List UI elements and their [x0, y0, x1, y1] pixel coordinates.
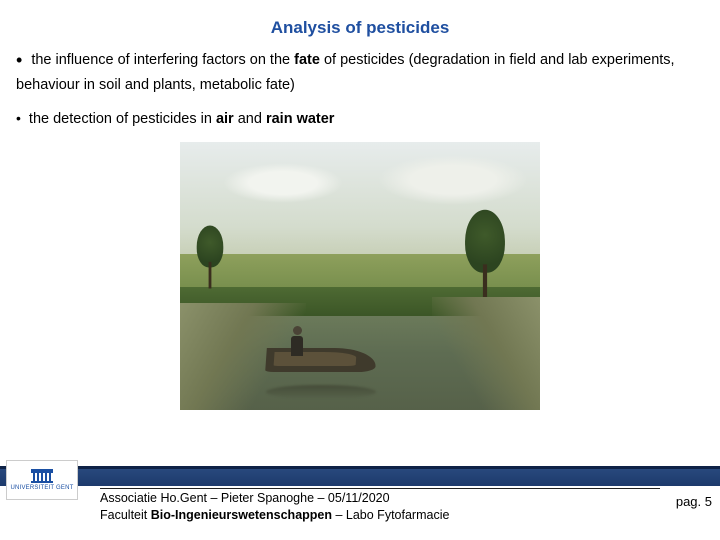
temple-icon [31, 469, 53, 483]
footer-divider [100, 488, 660, 489]
footer-line: Faculteit Bio-Ingenieurswetenschappen – … [100, 507, 449, 524]
footer-bar [0, 466, 720, 486]
bullet-item: the detection of pesticides in air and r… [16, 107, 704, 132]
bullet-text: and [234, 111, 266, 127]
footer-line: Associatie Ho.Gent – Pieter Spanoghe – 0… [100, 490, 449, 507]
landscape-painting [180, 142, 540, 410]
bullet-text: rain water [266, 111, 335, 127]
slide-title: Analysis of pesticides [0, 0, 720, 48]
bullet-list: the influence of interfering factors on … [0, 48, 720, 132]
bullet-text: fate [294, 52, 320, 68]
page-number: pag. 5 [676, 494, 712, 509]
illustration-container [0, 142, 720, 415]
bullet-item: the influence of interfering factors on … [16, 48, 704, 97]
bullet-text: the influence of interfering factors on … [27, 52, 294, 68]
bullet-text: the detection of pesticides in [25, 111, 216, 127]
slide: Analysis of pesticides the influence of … [0, 0, 720, 540]
bullet-text: air [216, 111, 234, 127]
university-logo: UNIVERSITEIT GENT [6, 460, 78, 500]
slide-footer: UNIVERSITEIT GENT Associatie Ho.Gent – P… [0, 466, 720, 540]
logo-label: UNIVERSITEIT GENT [11, 485, 74, 491]
footer-text: Associatie Ho.Gent – Pieter Spanoghe – 0… [100, 490, 449, 524]
